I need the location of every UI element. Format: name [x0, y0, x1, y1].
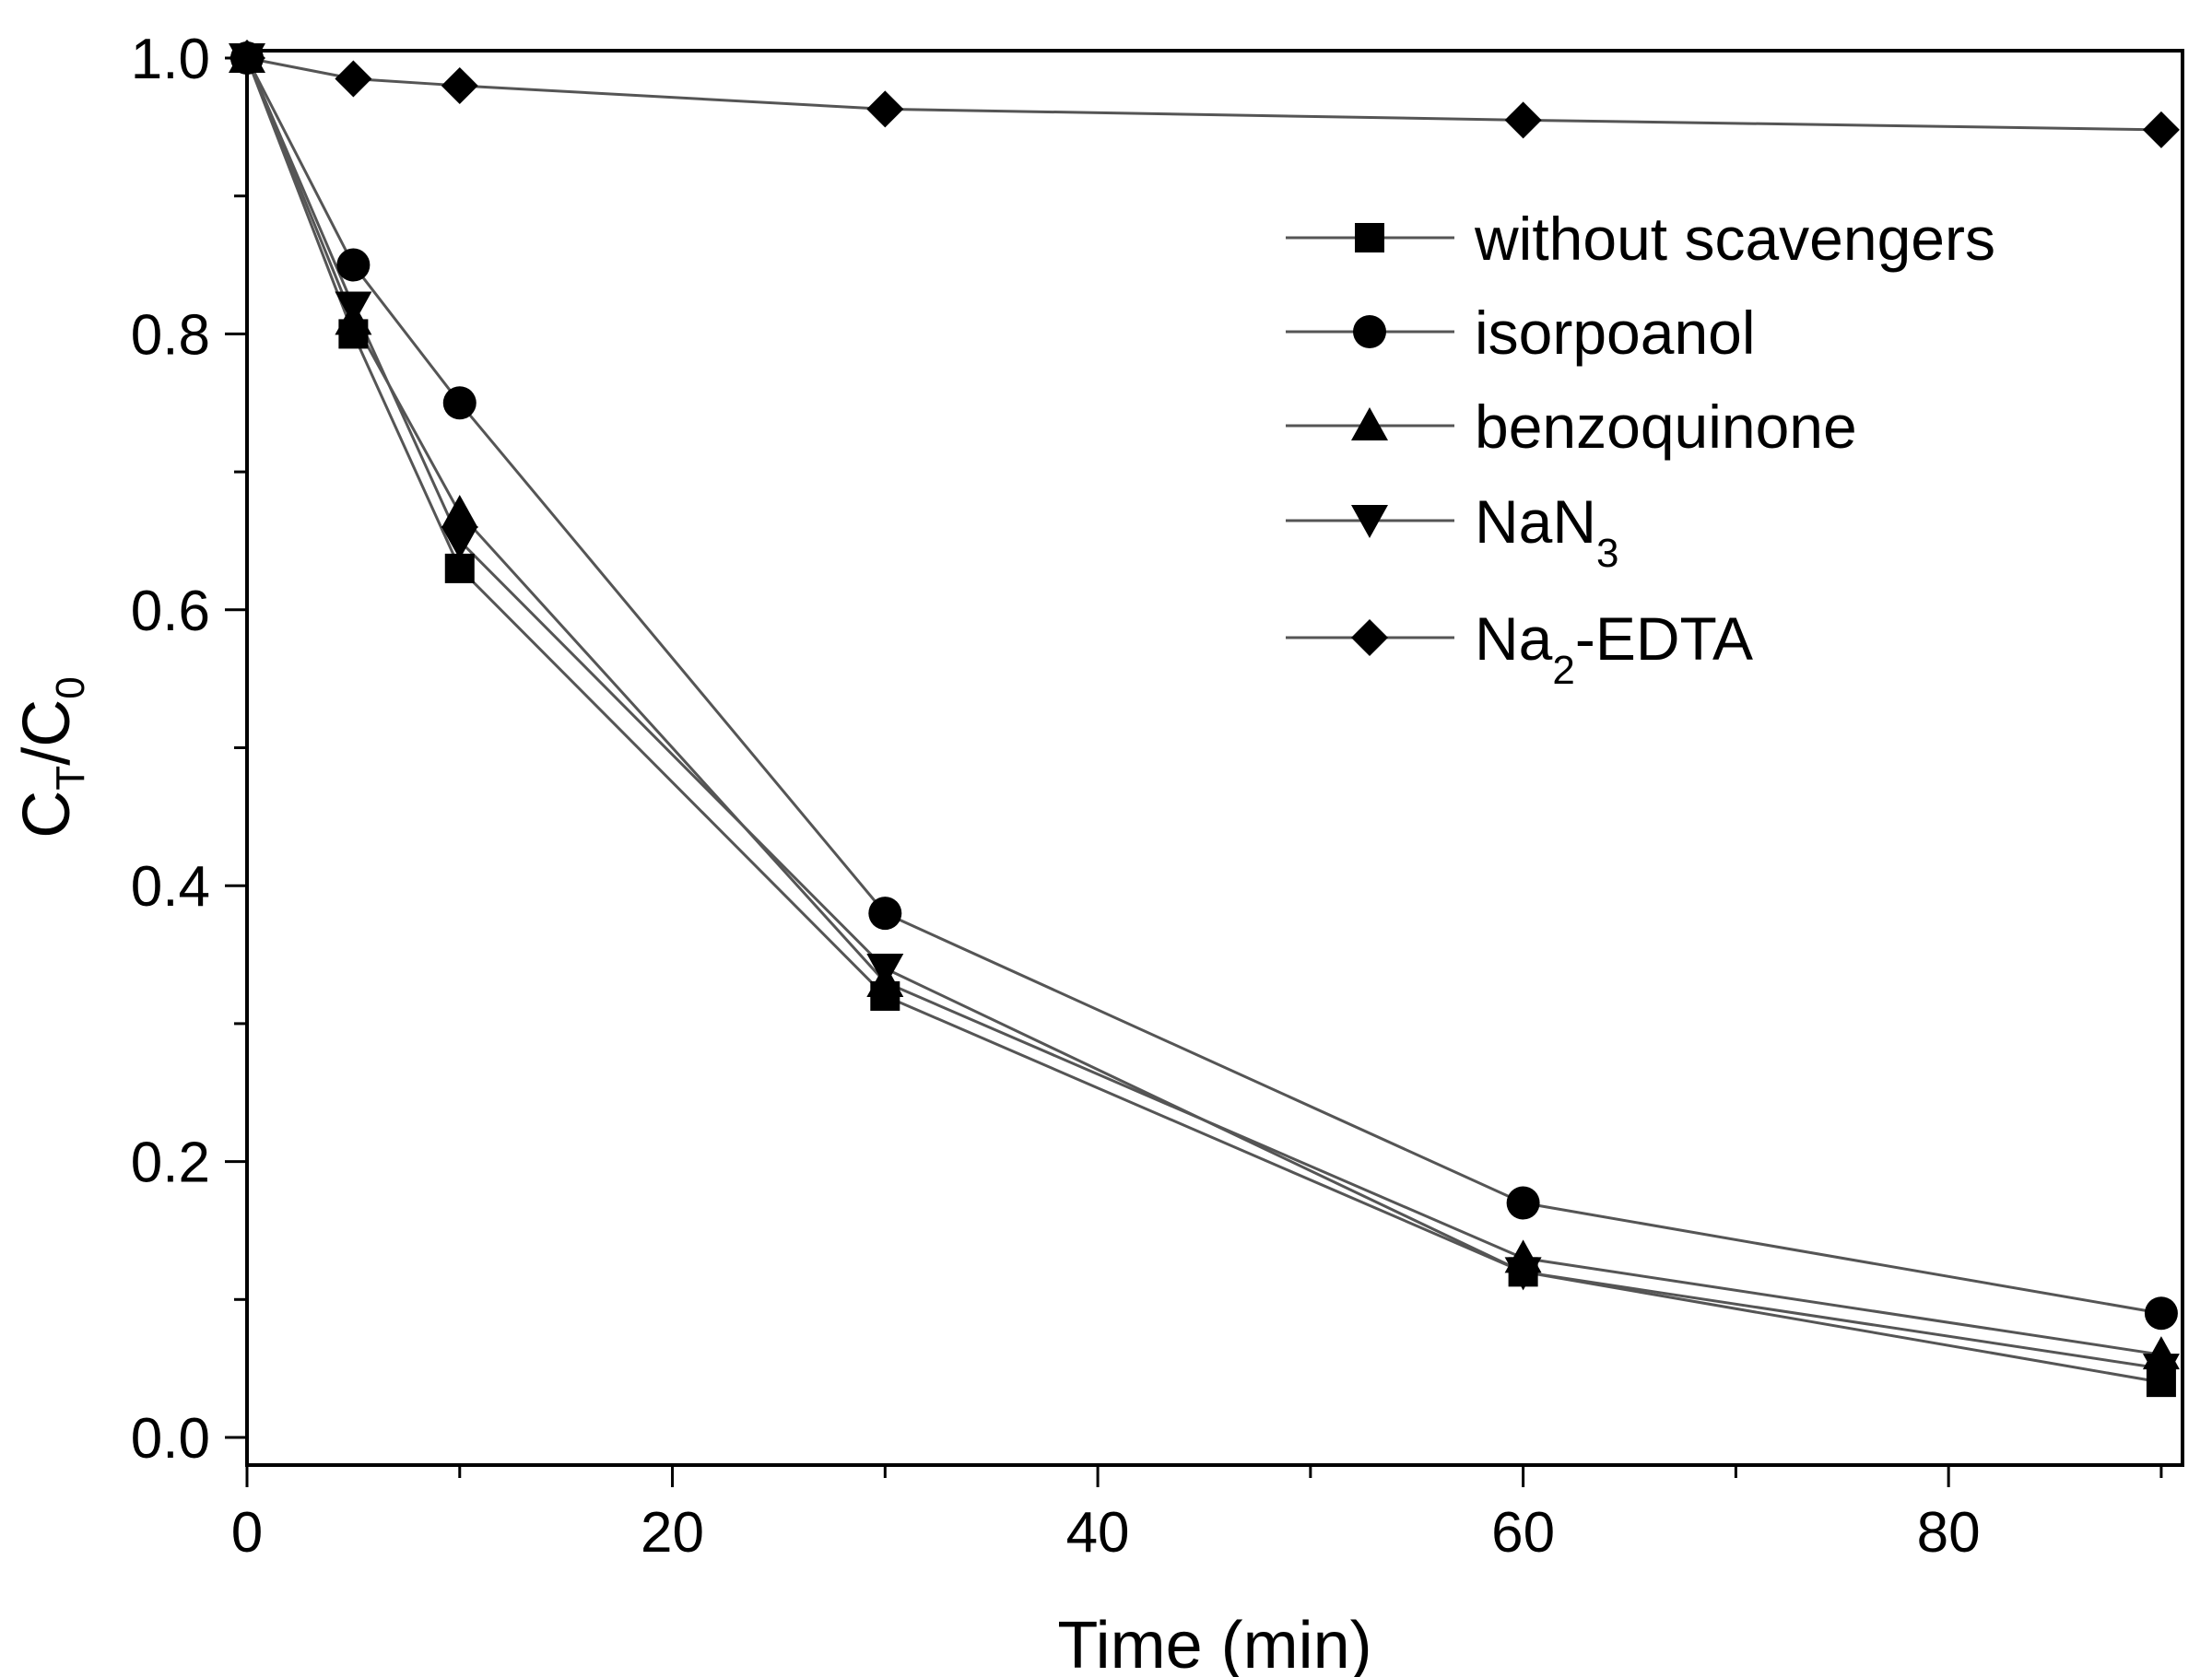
isorpoanol-point — [2144, 1296, 2178, 1331]
series-lines — [245, 56, 2162, 1384]
nan3-point — [866, 954, 904, 988]
na2-edta-point — [335, 60, 372, 98]
svg-text:benzoquinone: benzoquinone — [1475, 393, 1857, 461]
nan3-point — [1504, 1257, 1542, 1291]
legend-entry-nan3: NaN3 — [1286, 487, 1619, 576]
na2-edta-point — [866, 90, 904, 128]
x-tick-label: 60 — [1491, 1501, 1555, 1565]
series-line-benzoquinone — [245, 57, 2162, 1356]
isorpoanol-point — [868, 897, 902, 931]
isorpoanol-point — [1506, 1186, 1540, 1220]
legend-entry-benzoquinone: benzoquinone — [1286, 393, 1857, 461]
legend: without scavengers isorpoanol benzoquino… — [1286, 205, 1995, 693]
svg-text:NaN3: NaN3 — [1475, 487, 1619, 576]
y-tick-label: 0.4 — [131, 855, 210, 919]
na2-edta-point — [229, 40, 265, 76]
isorpoanol-point — [336, 248, 371, 282]
series-line-without-scavengers — [245, 57, 2162, 1384]
y-tick-label: 1.0 — [131, 28, 210, 91]
svg-text:Na2-EDTA: Na2-EDTA — [1475, 604, 1753, 693]
na2-edta-point — [1504, 101, 1542, 139]
nan3-point — [441, 525, 478, 559]
y-axis-ticks — [225, 56, 247, 1439]
isorpoanol-point — [442, 386, 477, 420]
x-tick-label: 80 — [1917, 1501, 1981, 1565]
y-axis-label: CT/C0 — [10, 676, 93, 838]
y-axis-tick-labels: 0.0 0.2 0.4 0.6 0.8 1.0 — [131, 28, 210, 1471]
nan3-point — [2142, 1354, 2180, 1388]
benzoquinone-point — [441, 495, 478, 529]
svg-text:isorpoanol: isorpoanol — [1475, 299, 1756, 367]
x-tick-label: 20 — [641, 1501, 704, 1565]
svg-text:without scavengers: without scavengers — [1474, 205, 1995, 273]
plot-frame — [245, 49, 2184, 1467]
series-markers — [229, 40, 2180, 1398]
legend-entry-without-scavengers: without scavengers — [1286, 205, 1995, 273]
na2-edta-point — [2142, 111, 2180, 148]
na2-edta-point — [441, 66, 478, 104]
y-tick-label: 0.2 — [131, 1132, 210, 1195]
series-line-nan3 — [245, 57, 2162, 1370]
x-axis-tick-labels: 0 20 40 60 80 — [231, 1501, 1981, 1565]
series-line-isorpoanol — [245, 57, 2162, 1315]
x-tick-label: 0 — [231, 1501, 263, 1565]
y-tick-label: 0.0 — [131, 1407, 210, 1471]
series-line-na2-edta — [246, 56, 2161, 132]
y-tick-label: 0.6 — [131, 580, 210, 643]
legend-entry-na2-edta: Na2-EDTA — [1286, 604, 1753, 693]
y-tick-label: 0.8 — [131, 303, 210, 367]
legend-entry-isorpoanol: isorpoanol — [1286, 299, 1756, 367]
nan3-point — [335, 291, 372, 325]
x-axis-ticks — [245, 1465, 2163, 1487]
x-axis-label: Time (min) — [1057, 1609, 1371, 1677]
x-tick-label: 40 — [1066, 1501, 1130, 1565]
